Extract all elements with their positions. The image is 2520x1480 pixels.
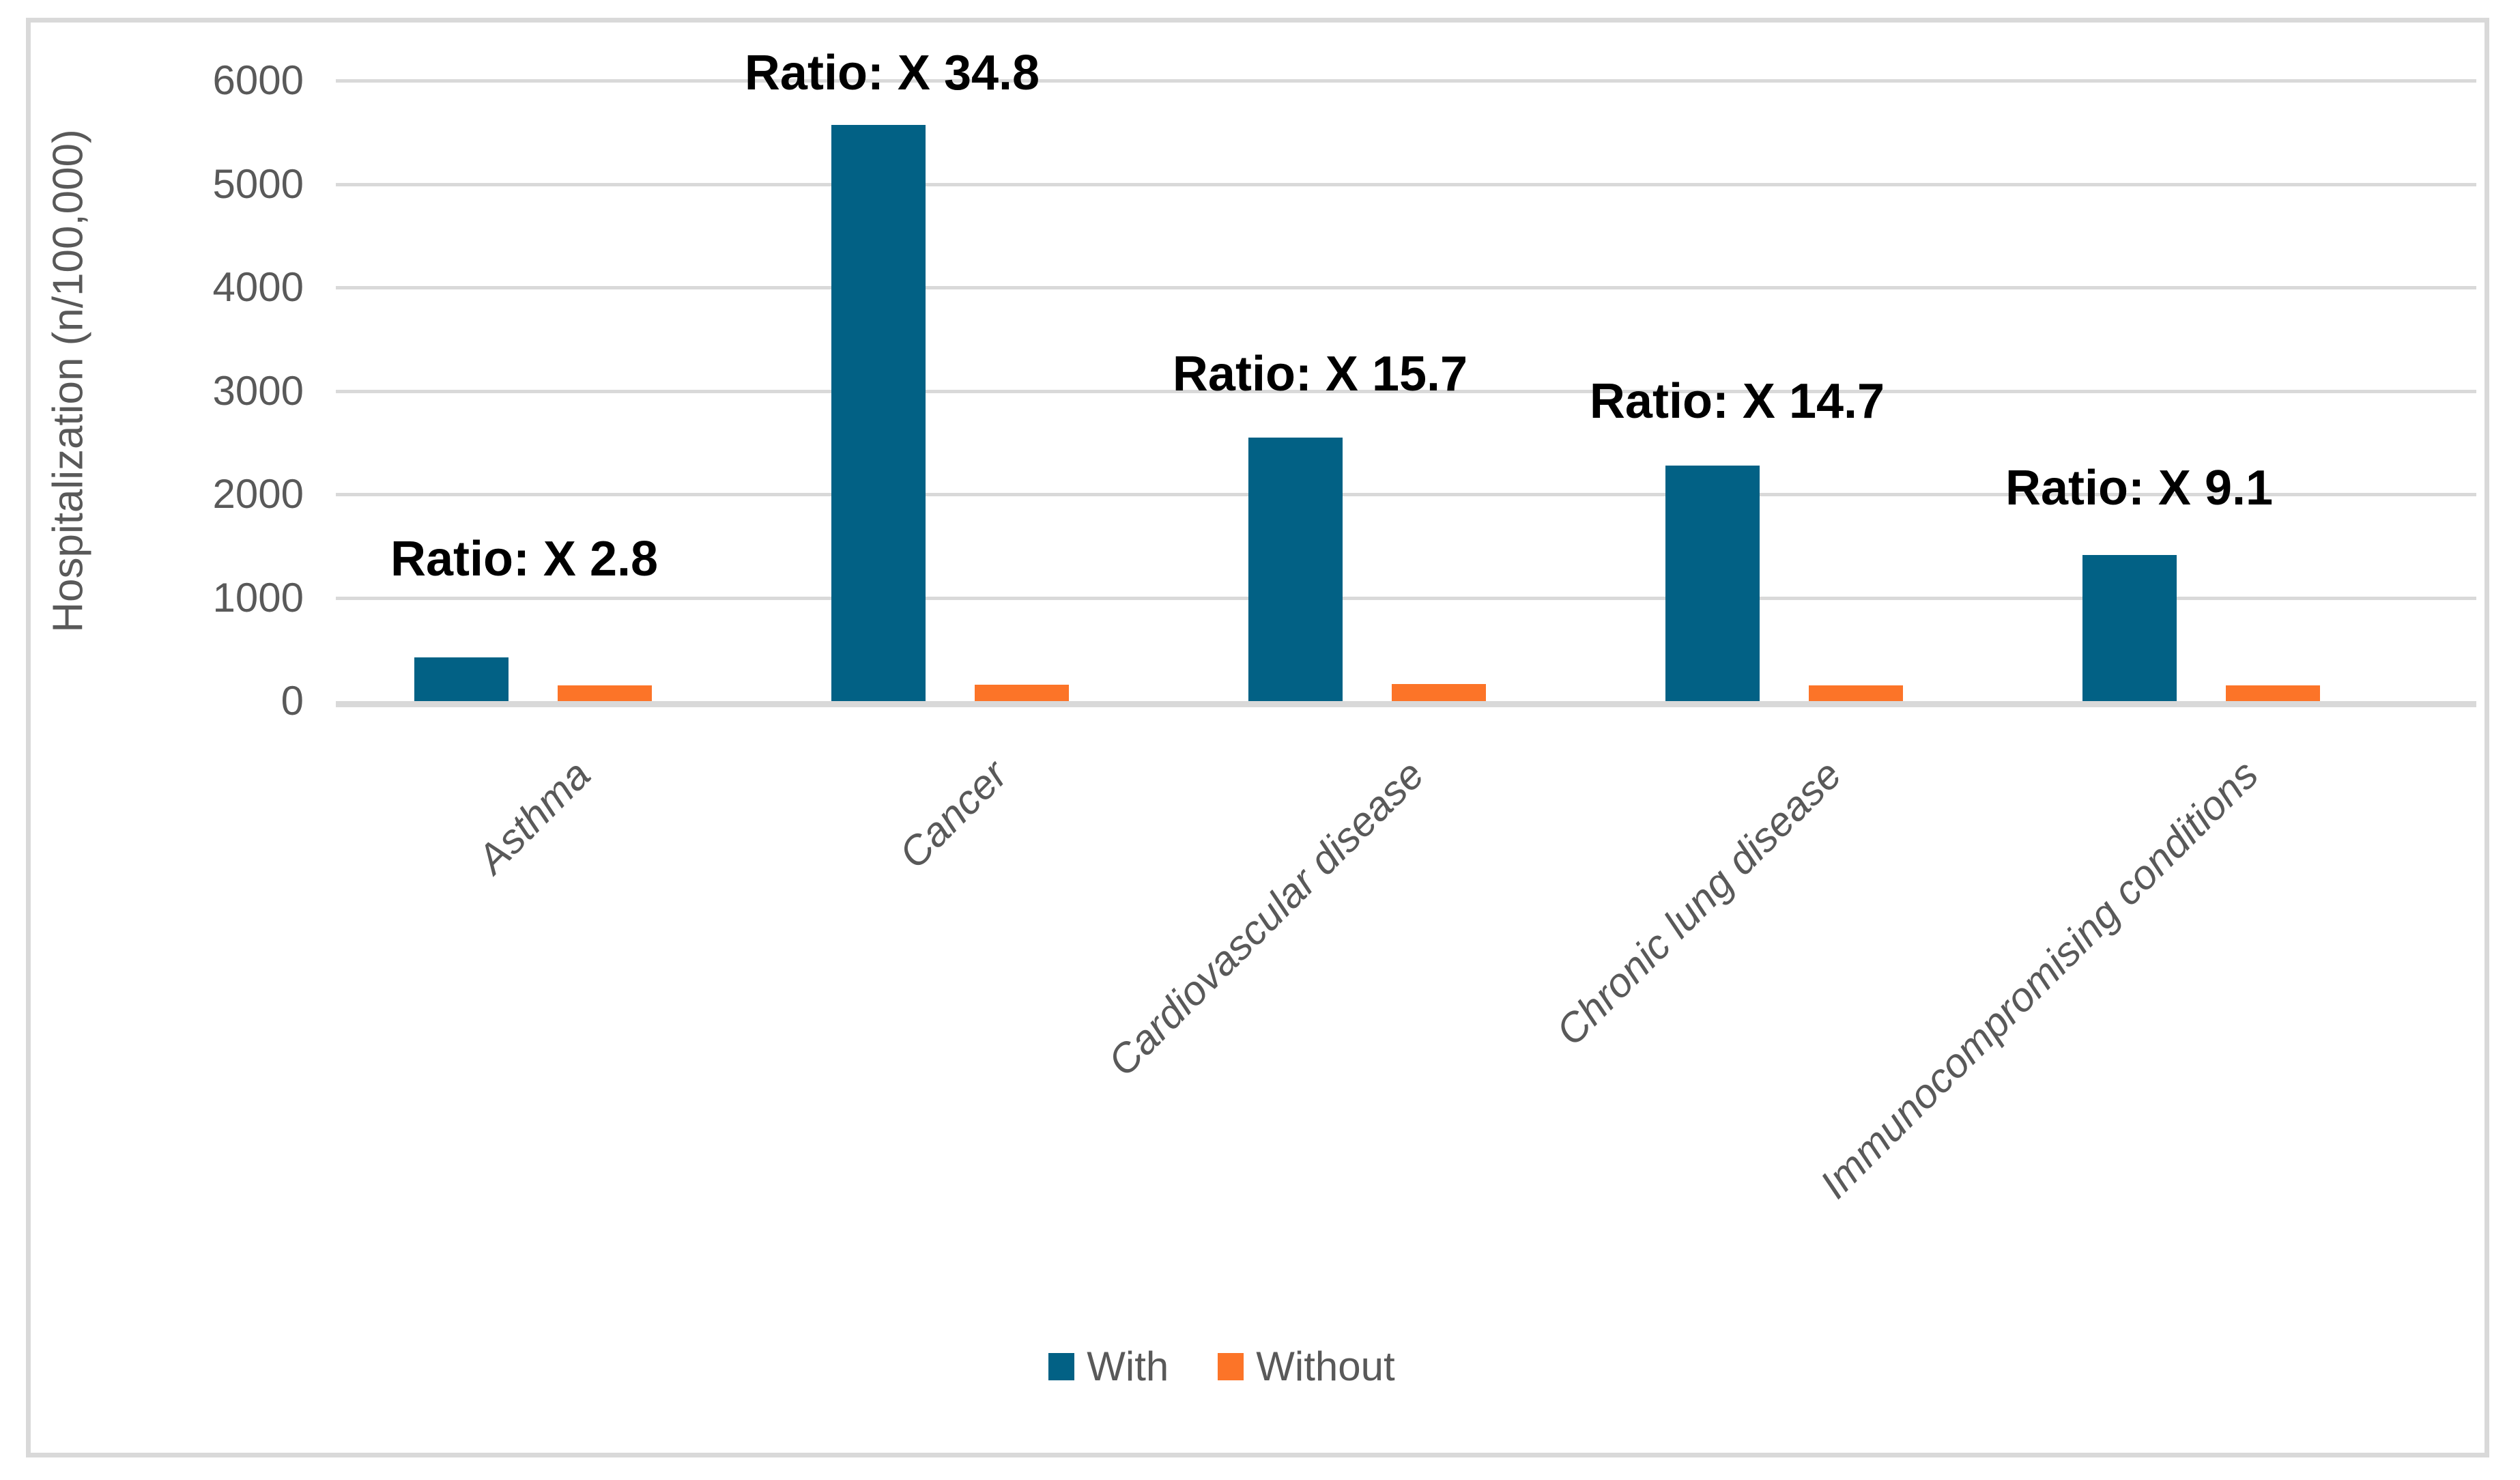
x-label-cancer: Cancer xyxy=(851,751,1016,877)
bar-with-chronic-lung-disease xyxy=(1665,465,1760,701)
y-tick-1000: 1000 xyxy=(212,574,304,621)
gridline-3000 xyxy=(336,389,2476,393)
legend-label-without: Without xyxy=(1256,1343,1395,1389)
y-tick-3000: 3000 xyxy=(212,367,304,414)
legend-label-with: With xyxy=(1087,1343,1169,1389)
x-label-text-immunocompromising-conditions: Immunocompromising conditions xyxy=(1811,751,2267,1208)
y-tick-2000: 2000 xyxy=(212,471,304,517)
x-label-cardiovascular-disease: Cardiovascular disease xyxy=(974,751,1433,1085)
bar-without-immunocompromising-conditions xyxy=(2226,685,2320,701)
ratio-annotation-cancer: Ratio: X 34.8 xyxy=(744,46,1040,101)
ratio-annotation-cardiovascular-disease: Ratio: X 15.7 xyxy=(1172,347,1468,402)
gridline-4000 xyxy=(336,286,2476,289)
x-label-asthma: Asthma xyxy=(427,751,599,882)
bar-without-cardiovascular-disease xyxy=(1392,684,1486,701)
ratio-annotation-asthma: Ratio: X 2.8 xyxy=(390,532,659,587)
bar-without-chronic-lung-disease xyxy=(1809,685,1903,701)
bar-with-asthma xyxy=(414,657,509,701)
y-tick-0: 0 xyxy=(281,678,304,724)
legend-swatch-with xyxy=(1048,1353,1075,1380)
legend-item-with: With xyxy=(1048,1346,1169,1387)
ratio-annotation-immunocompromising-conditions: Ratio: X 9.1 xyxy=(2005,460,2274,515)
x-label-text-asthma: Asthma xyxy=(468,751,599,882)
gridline-2000 xyxy=(336,493,2476,496)
gridline-1000 xyxy=(336,596,2476,600)
chart-border xyxy=(26,18,2489,1457)
legend-swatch-without xyxy=(1218,1353,1244,1380)
x-label-immunocompromising-conditions: Immunocompromising conditions xyxy=(1635,751,2267,1208)
x-label-text-cardiovascular-disease: Cardiovascular disease xyxy=(1099,751,1433,1085)
bar-without-asthma xyxy=(558,685,652,701)
ratio-annotation-chronic-lung-disease: Ratio: X 14.7 xyxy=(1589,373,1885,429)
bar-with-cardiovascular-disease xyxy=(1248,438,1343,701)
y-tick-4000: 4000 xyxy=(212,264,304,310)
bar-with-immunocompromising-conditions xyxy=(2082,555,2177,701)
gridline-6000 xyxy=(336,79,2476,83)
legend-item-without: Without xyxy=(1218,1343,1395,1389)
gridline-5000 xyxy=(336,182,2476,186)
y-tick-5000: 5000 xyxy=(212,160,304,207)
legend: With Without xyxy=(0,1346,2444,1387)
y-tick-6000: 6000 xyxy=(212,57,304,103)
x-axis-line xyxy=(336,701,2476,707)
bar-with-cancer xyxy=(831,125,926,701)
bar-without-cancer xyxy=(975,684,1069,701)
